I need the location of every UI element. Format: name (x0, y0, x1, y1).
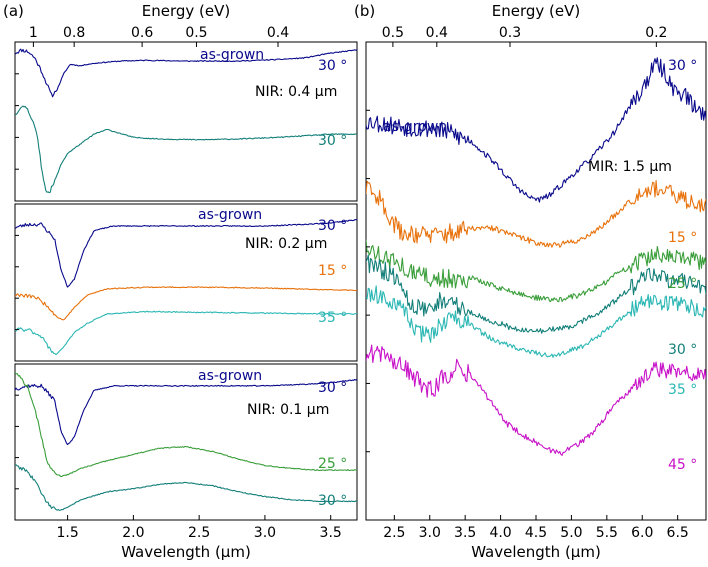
panel-frames (14, 41, 707, 521)
angle-label-a-middle-0: 30 ° (318, 218, 347, 234)
angle-label-a-bottom-2: 30 ° (318, 493, 347, 509)
angle-label-b-5: 45 ° (668, 457, 697, 473)
series-line-a-top-as-grown (15, 48, 357, 98)
x-axis-label-a-bottom: Wavelength (µm) (121, 543, 251, 561)
x-tick-label-b-5: 5.0 (560, 525, 582, 541)
x-tick-label-a-bottom-2: 2.5 (188, 525, 210, 541)
curve-label-a-top-0: as-grown (200, 47, 264, 63)
x-tick-label-b-7: 6.0 (631, 525, 653, 541)
angle-label-a-middle-2: 35 ° (318, 310, 347, 326)
series-line-a-middle-as-grown (15, 219, 357, 288)
angle-label-a-bottom-1: 25 ° (318, 456, 347, 472)
angle-label-b-4: 35 ° (668, 382, 697, 398)
curve-label-a-middle-0: as-grown (198, 207, 262, 223)
top-tick-label-a-top-3: 0.5 (185, 25, 207, 41)
series-group-a-top (15, 48, 357, 194)
x-tick-label-b-0: 2.5 (383, 525, 405, 541)
top-tick-label-b-2: 0.3 (499, 25, 521, 41)
top-tick-label-a-top-2: 0.6 (131, 25, 153, 41)
panel-label-b: (b) (354, 2, 375, 20)
figure-text: 1 0.8 0.6 0.5 0.4 Energy (eV) (a) NIR: 0.4 µm as… (3, 2, 697, 561)
series-group-a-bottom (15, 372, 357, 511)
series-line-b-30-deg (366, 254, 706, 334)
angle-label-a-top-0: 30 ° (318, 58, 347, 74)
x-tick-label-a-bottom-0: 1.5 (56, 525, 78, 541)
x-tick-label-a-bottom-3: 3.0 (254, 525, 276, 541)
series-line-b-45-deg (366, 344, 706, 456)
x-tick-label-a-bottom-4: 3.5 (320, 525, 342, 541)
top-tick-label-b-1: 0.4 (426, 25, 448, 41)
angle-label-b-0: 30 ° (668, 58, 697, 74)
angle-label-a-bottom-0: 30 ° (318, 380, 347, 396)
annotation-a-top: NIR: 0.4 µm (255, 84, 337, 100)
x-tick-label-b-1: 3.0 (419, 525, 441, 541)
x-axis-label-b: Wavelength (µm) (471, 543, 601, 561)
x-tick-label-b-2: 3.5 (454, 525, 476, 541)
axis-ticks (15, 42, 679, 520)
top-tick-label-b-3: 0.2 (645, 25, 667, 41)
series-line-a-bottom-25-deg (15, 372, 357, 478)
top-axis-label-b: Energy (eV) (492, 2, 580, 20)
angle-label-b-3: 30 ° (668, 342, 697, 358)
curve-label-a-bottom-0: as-grown (198, 368, 262, 384)
series-line-b-25-deg (366, 239, 706, 303)
x-tick-label-b-6: 5.5 (596, 525, 618, 541)
angle-label-a-top-1: 30 ° (318, 133, 347, 149)
series-line-b-15-deg (366, 179, 706, 248)
series-group-a-middle (15, 219, 357, 356)
curve-label-b-0: as-grown (383, 119, 447, 135)
panel-label-a-top: (a) (3, 2, 24, 20)
panel-frame-a-bottom (14, 363, 358, 521)
x-tick-label-a-bottom-1: 2.0 (122, 525, 144, 541)
top-tick-label-a-top-0: 1 (29, 25, 38, 41)
top-tick-label-b-0: 0.5 (382, 25, 404, 41)
series-line-a-top-30-deg (15, 105, 357, 194)
top-tick-label-a-top-4: 0.4 (267, 25, 289, 41)
series-line-a-bottom-as-grown (15, 378, 357, 446)
panel-frame-a-middle (14, 203, 358, 362)
x-tick-label-b-3: 4.0 (489, 525, 511, 541)
x-tick-label-b-8: 6.5 (667, 525, 689, 541)
series-line-b-35-deg (366, 285, 706, 358)
angle-label-b-1: 15 ° (668, 230, 697, 246)
annotation-b: MIR: 1.5 µm (588, 159, 672, 175)
angle-label-a-middle-1: 15 ° (318, 263, 347, 279)
series-group-b (366, 57, 706, 456)
panel-frame-b (365, 41, 707, 521)
annotation-a-bottom: NIR: 0.1 µm (247, 402, 329, 418)
series-line-a-bottom-30-deg (15, 464, 357, 511)
series-line-b-as-grown (366, 57, 706, 203)
spectra-series (15, 48, 706, 511)
angle-label-b-2: 25 ° (668, 276, 697, 292)
series-line-a-middle-15-deg (15, 286, 357, 321)
top-tick-label-a-top-1: 0.8 (63, 25, 85, 41)
top-axis-label-a-top: Energy (eV) (142, 2, 230, 20)
annotation-a-middle: NIR: 0.2 µm (245, 236, 327, 252)
panel-frame-a-top (14, 41, 358, 202)
x-tick-label-b-4: 4.5 (525, 525, 547, 541)
series-line-a-middle-35-deg (15, 310, 357, 356)
